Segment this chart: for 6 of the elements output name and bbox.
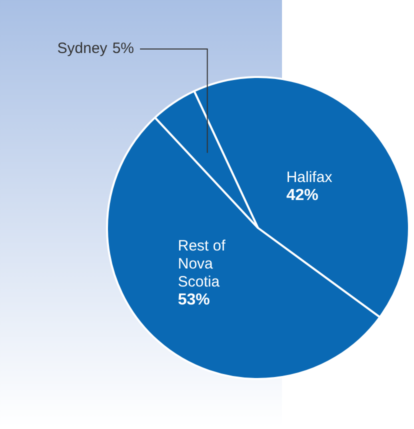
- slice-label: Sydney: [57, 40, 108, 58]
- data-label: 42%: [286, 187, 318, 204]
- slice-label: Rest of Nova Scotia: [178, 237, 226, 290]
- data-label: 53%: [178, 291, 210, 308]
- data-label: 5%: [112, 40, 134, 58]
- slice-label: Halifax: [286, 169, 333, 186]
